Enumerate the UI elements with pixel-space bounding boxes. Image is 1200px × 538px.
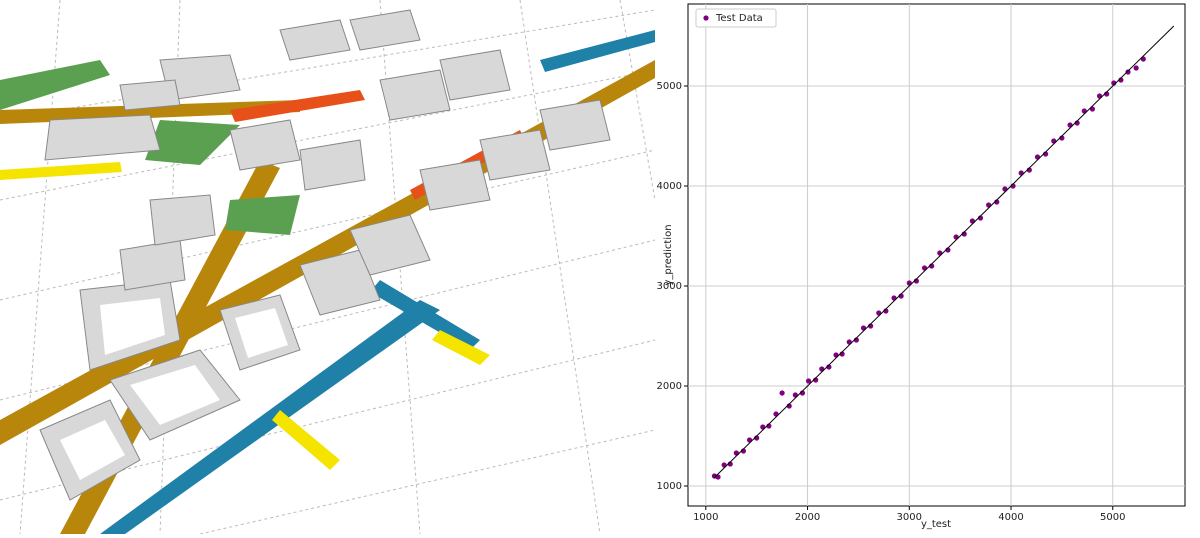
x-tick-label: 2000	[795, 512, 820, 523]
scatter-point	[779, 390, 785, 396]
y-tick-label: 5000	[657, 81, 682, 92]
legend-label: Test Data	[715, 13, 763, 24]
reference-line	[713, 25, 1175, 479]
park	[0, 60, 110, 110]
road	[0, 100, 300, 124]
x-tick-label: 4000	[998, 512, 1023, 523]
plot-frame	[687, 3, 1186, 507]
plaza	[230, 90, 365, 122]
legend-marker	[703, 15, 709, 21]
blue-road	[370, 280, 480, 350]
y-tick-label: 1000	[657, 481, 682, 492]
park	[145, 120, 240, 165]
y-tick-label: 2000	[657, 381, 682, 392]
blue-road	[100, 300, 440, 534]
x-axis-label: y_test	[921, 519, 951, 530]
legend-box	[695, 8, 777, 28]
scatter-chart: y_test y_prediction 1000 2000 3000 4000 5000…	[657, 3, 1186, 530]
yellow-road	[272, 410, 340, 470]
x-tick-label: 1000	[693, 512, 718, 523]
yellow-road	[432, 330, 490, 365]
blue-road	[540, 30, 655, 72]
x-tick-label: 5000	[1100, 512, 1125, 523]
urban-render	[0, 0, 656, 535]
scatter-point	[1125, 69, 1131, 75]
yellow-road	[0, 162, 122, 180]
park	[225, 195, 300, 235]
y-tick-label: 4000	[657, 181, 682, 192]
scatter-point	[1133, 65, 1139, 71]
courtyards	[60, 298, 288, 480]
y-axis-label: y_prediction	[663, 224, 674, 285]
street-grid	[0, 0, 656, 535]
y-tick-label: 3000	[657, 281, 682, 292]
x-tick-label: 3000	[897, 512, 922, 523]
scatter-point	[805, 378, 812, 384]
